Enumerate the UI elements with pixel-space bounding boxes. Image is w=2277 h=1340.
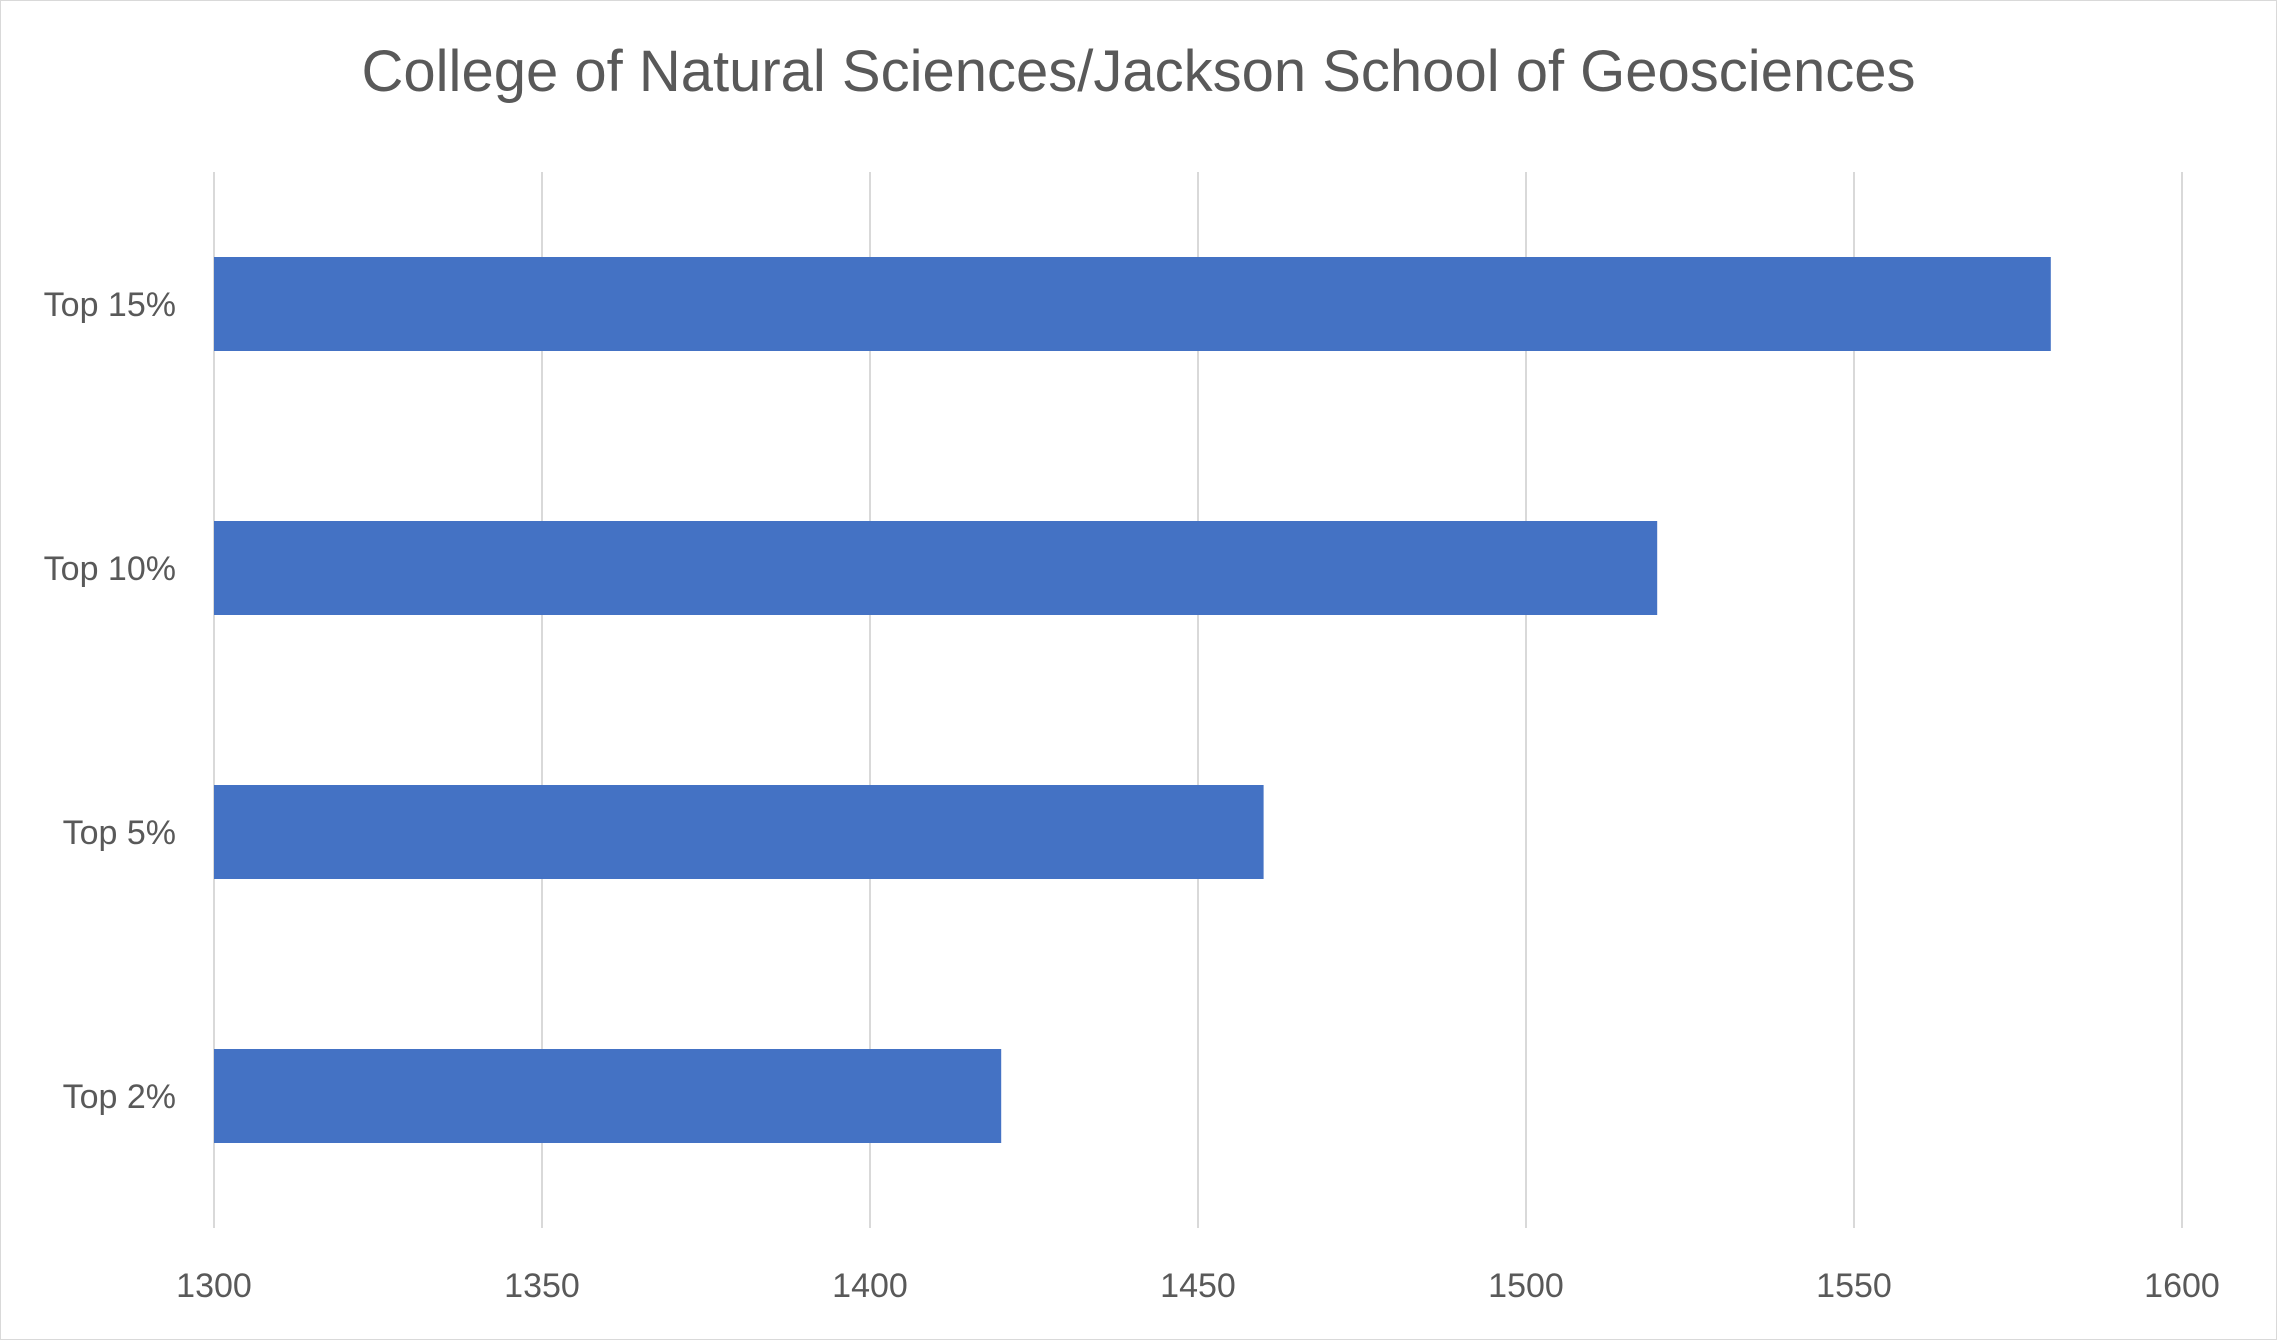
category-label: Top 10%: [44, 550, 176, 588]
category-label: Top 5%: [63, 814, 176, 852]
x-tick-label: 1300: [176, 1267, 252, 1305]
category-label: Top 2%: [63, 1078, 176, 1116]
x-tick-label: 1550: [1816, 1267, 1892, 1305]
x-tick-label: 1500: [1488, 1267, 1564, 1305]
x-tick-label: 1400: [832, 1267, 908, 1305]
category-label: Top 15%: [44, 286, 176, 324]
category-labels: Top 15% Top 10% Top 5% Top 2%: [44, 286, 176, 1116]
chart-title: College of Natural Sciences/Jackson Scho…: [361, 39, 1916, 104]
x-axis-ticks: 1300 1350 1400 1450 1500 1550 1600: [176, 1267, 2220, 1305]
x-tick-label: 1350: [504, 1267, 580, 1305]
bar-top-10: [214, 521, 1658, 615]
bar-top-15: [214, 257, 2051, 351]
x-tick-label: 1450: [1160, 1267, 1236, 1305]
bar-top-5: [214, 785, 1264, 879]
x-tick-label: 1600: [2144, 1267, 2220, 1305]
bar-top-2: [214, 1049, 1002, 1143]
bars: [214, 257, 2051, 1143]
